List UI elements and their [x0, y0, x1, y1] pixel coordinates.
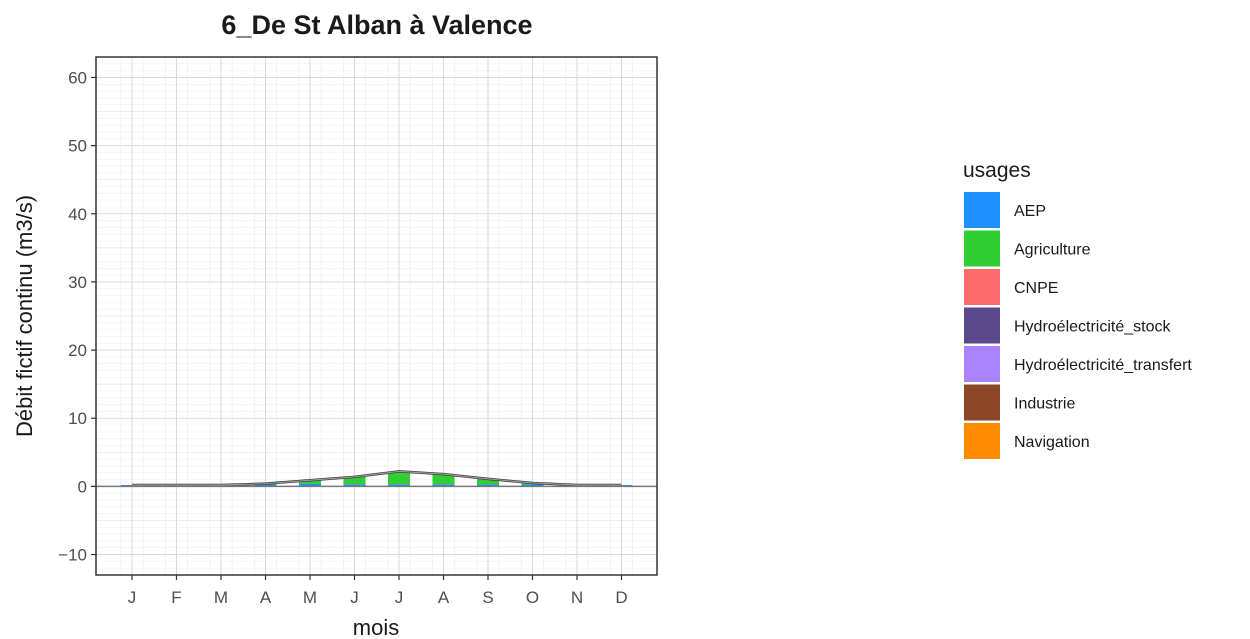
y-tick-label: 0: [78, 477, 87, 496]
bar-AEP-S: [477, 484, 499, 487]
legend-key-Industrie: [964, 384, 1000, 421]
y-tick-label: 50: [68, 137, 87, 156]
x-tick-label: J: [395, 588, 404, 607]
bar-Agriculture-J: [343, 476, 366, 485]
x-tick-label: A: [260, 588, 272, 607]
bar-AEP-A: [254, 484, 277, 487]
y-tick-label: 30: [68, 273, 87, 292]
legend-key-CNPE: [964, 269, 1000, 305]
total-line-highlight: [132, 470, 622, 486]
legend-title: usages: [963, 159, 1031, 182]
x-tick-label: N: [571, 588, 583, 607]
legend-key-Agriculture: [964, 230, 1000, 267]
x-tick-label: J: [350, 588, 359, 607]
total-line: [132, 470, 622, 487]
y-tick-label: 60: [68, 68, 87, 87]
bar-AEP-M: [299, 483, 321, 487]
legend-label: Agriculture: [1014, 242, 1091, 259]
x-axis-title: mois: [353, 615, 399, 639]
legend-key-AEP: [964, 192, 1000, 228]
legend-label: Hydroélectricité_stock: [1014, 319, 1172, 336]
bar-Agriculture-J: [388, 472, 410, 485]
y-tick-label: −10: [58, 546, 87, 565]
bar-AEP-A: [432, 484, 455, 487]
legend-label: Navigation: [1014, 434, 1090, 451]
legend-label: Hydroélectricité_transfert: [1014, 357, 1192, 374]
x-tick-label: M: [214, 588, 228, 607]
y-tick-label: 20: [68, 341, 87, 360]
plot-panel: [95, 56, 658, 576]
bar-Agriculture-M: [299, 480, 321, 484]
grid: [96, 56, 657, 576]
x-tick-label: M: [303, 588, 317, 607]
legend-key-Hydroélectricité_transfert: [964, 346, 1000, 382]
x-tick-label: O: [526, 588, 539, 607]
x-tick-label: S: [482, 588, 493, 607]
legend-label: Industrie: [1014, 396, 1075, 413]
x-tick-label: F: [171, 588, 181, 607]
bar-AEP-O: [521, 484, 544, 487]
y-tick-label: 10: [68, 409, 87, 428]
bar-Agriculture-A: [432, 474, 455, 485]
y-axis: −10 0 10 20 30 40 50 60: [58, 68, 96, 565]
chart-title: 6_De St Alban à Valence: [221, 10, 532, 40]
legend-label: CNPE: [1014, 280, 1058, 297]
legend-key-Navigation: [964, 423, 1000, 459]
legend-key-Hydroélectricité_stock: [964, 307, 1000, 344]
legend: usages AEP Agriculture CNPE Hydroélectricit…: [963, 159, 1192, 459]
y-axis-title: Débit fictif continu (m3/s): [12, 195, 37, 437]
bar-Agriculture-S: [477, 478, 499, 485]
x-tick-label: D: [615, 588, 627, 607]
legend-label: AEP: [1014, 203, 1046, 220]
x-tick-label: J: [128, 588, 137, 607]
x-tick-label: A: [438, 588, 450, 607]
y-tick-label: 40: [68, 205, 87, 224]
bar-AEP-J: [388, 484, 410, 487]
bar-AEP-J: [343, 484, 366, 487]
